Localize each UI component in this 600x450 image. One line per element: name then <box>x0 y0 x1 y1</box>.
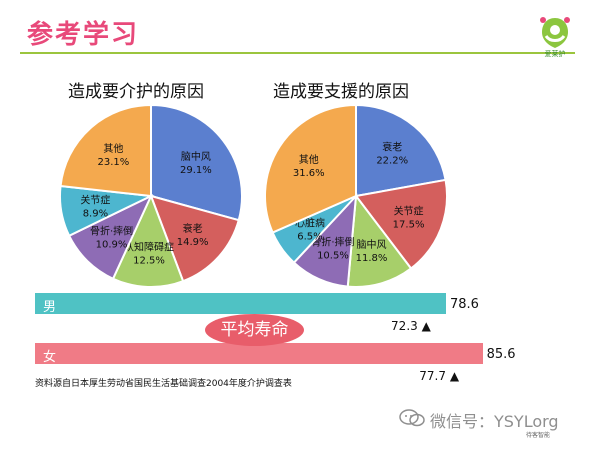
bar-value-label: 85.6 <box>486 347 516 362</box>
slice-value: 6.5% <box>297 232 322 243</box>
slice-label: 骨折·摔倒 <box>311 236 354 249</box>
slice-label: 其他 <box>299 153 319 166</box>
slice-label: 脑中风 <box>357 238 387 251</box>
marker-value: 72.3 ▲ <box>391 319 431 333</box>
pie-slice <box>354 178 448 270</box>
slice-value: 23.1% <box>97 157 129 168</box>
pie-slice <box>346 193 413 288</box>
slice-value: 11.8% <box>356 253 388 264</box>
pie-slice <box>149 194 240 283</box>
slice-value: 10.9% <box>96 239 128 250</box>
bar-male <box>35 293 446 314</box>
average-lifespan-badge: 平均寿命 <box>205 314 304 346</box>
slice-label: 骨折·摔倒 <box>90 224 133 237</box>
slice-label: 关节症 <box>394 205 424 218</box>
slice-value: 8.9% <box>83 209 108 220</box>
slice-value: 17.5% <box>393 220 425 231</box>
slice-label: 衰老 <box>183 222 203 235</box>
marker-value: 77.7 ▲ <box>419 369 460 383</box>
bar-category-label: 男 <box>43 300 57 315</box>
chart-title-care: 造成要介护的原因 <box>68 82 204 102</box>
small-note: 待客智能 <box>526 432 551 439</box>
slice-label: 关节症 <box>80 194 110 207</box>
source-note: 资料源自日本厚生劳动省国民生活基础调查2004年度介护调查表 <box>35 379 292 389</box>
slice-value: 12.5% <box>133 255 165 266</box>
pie-slice <box>59 103 152 198</box>
brand-logo-icon: 爱莱护 <box>540 17 570 58</box>
bar-female <box>35 343 483 364</box>
slice-label: 认知障碍症 <box>124 240 174 253</box>
slice-label: 其他 <box>103 142 123 155</box>
chart-title-support: 造成要支援的原因 <box>273 82 409 102</box>
title-divider <box>20 52 575 54</box>
slice-label: 衰老 <box>382 141 402 154</box>
pie-slice <box>111 193 185 288</box>
slice-value: 14.9% <box>177 237 209 248</box>
slice-value: 22.2% <box>376 156 408 167</box>
slice-label: 脑中风 <box>181 150 211 163</box>
slice-value: 10.5% <box>317 251 349 262</box>
logo-text: 爱莱护 <box>545 49 566 58</box>
pie-slice <box>264 103 357 234</box>
wechat-watermark: 微信号：YSYLorg <box>430 412 559 431</box>
bar-category-label: 女 <box>43 350 57 365</box>
page-title: 参考学习 <box>27 20 140 50</box>
slice-value: 31.6% <box>293 168 325 179</box>
wechat-icon <box>399 409 425 427</box>
slice-value: 29.1% <box>180 165 212 176</box>
pie-slice <box>355 103 447 198</box>
pie-slice <box>150 103 243 222</box>
bar-value-label: 78.6 <box>450 297 479 312</box>
